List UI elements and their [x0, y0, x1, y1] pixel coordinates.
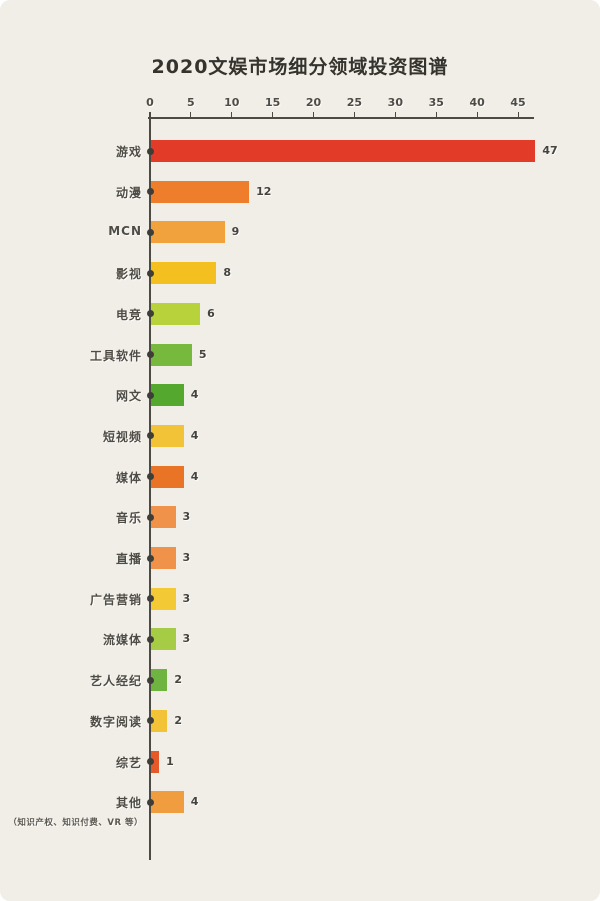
x-axis-tick-label: 20	[305, 96, 322, 109]
x-axis-tick-label: 0	[146, 96, 154, 109]
category-label: 网文	[115, 389, 142, 404]
category-label: 音乐	[115, 511, 142, 526]
axis-dot	[146, 513, 154, 521]
bar	[151, 750, 160, 773]
category-label: 流媒体	[102, 633, 142, 648]
axis-dot	[146, 717, 154, 725]
bar-value-label: 6	[207, 306, 215, 320]
category-label: 艺人经纪	[89, 674, 142, 689]
bar	[151, 628, 176, 651]
bar	[151, 547, 176, 569]
x-axis-tick-label: 35	[428, 96, 444, 109]
x-axis-tick	[353, 112, 355, 117]
x-axis-tick-label: 30	[387, 96, 403, 109]
bar	[151, 506, 176, 529]
axis-dot	[146, 473, 154, 481]
bar-value-label: 12	[256, 184, 272, 198]
axis-dot	[146, 269, 154, 277]
axis-dot	[146, 188, 154, 196]
bar	[151, 343, 192, 366]
bar-value-label: 3	[182, 632, 191, 646]
category-label: 短视频	[102, 429, 142, 444]
axis-dot	[146, 432, 154, 440]
x-axis-line	[148, 117, 534, 119]
bar	[151, 140, 536, 162]
bar	[151, 262, 217, 285]
axis-dot	[146, 595, 154, 603]
x-axis-tick-label: 45	[510, 96, 526, 109]
bar-value-label: 1	[166, 754, 174, 768]
bar-value-label: 9	[231, 225, 240, 239]
bar-value-label: 3	[182, 510, 191, 524]
bar-value-label: 4	[190, 428, 199, 442]
x-axis-tick	[231, 112, 233, 117]
category-label: MCN	[108, 224, 142, 239]
bar	[151, 669, 168, 692]
x-axis-tick-label: 15	[265, 96, 281, 109]
category-label: 数字阅读	[89, 714, 142, 729]
bar-value-label: 2	[174, 713, 182, 727]
bar-value-label: 47	[542, 144, 558, 157]
bar-value-label: 4	[190, 795, 199, 809]
bar-value-label: 5	[198, 347, 207, 361]
x-axis-tick-label: 40	[469, 96, 485, 109]
x-axis-tick-label: 10	[224, 96, 240, 109]
axis-dot	[146, 147, 154, 155]
bar	[151, 709, 168, 732]
category-label: 影视	[115, 267, 142, 282]
axis-dot	[146, 228, 154, 236]
bar-value-label: 4	[190, 388, 199, 402]
axis-dot	[146, 676, 154, 684]
bar	[151, 221, 225, 244]
bar-value-label: 3	[182, 591, 191, 605]
bar-value-label: 2	[174, 673, 182, 687]
bar	[151, 465, 184, 488]
bar-value-label: 8	[223, 266, 232, 280]
bar-value-label: 4	[190, 469, 199, 483]
bar	[151, 302, 201, 325]
axis-dot	[146, 554, 154, 562]
axis-dot	[146, 635, 154, 643]
x-axis-tick	[149, 112, 151, 117]
axis-dot	[146, 310, 154, 318]
x-axis-tick	[272, 112, 274, 117]
x-axis-tick	[517, 112, 519, 117]
x-axis-tick-label: 5	[187, 96, 195, 109]
category-label: 综艺	[115, 755, 142, 770]
category-label: 工具软件	[89, 348, 142, 363]
x-axis-tick-label: 25	[346, 96, 363, 109]
axis-dot	[146, 758, 154, 765]
axis-dot	[146, 351, 154, 358]
bar-value-label: 3	[182, 551, 191, 564]
bar	[151, 587, 176, 610]
chart-title: 2020文娱市场细分领域投资图谱	[151, 56, 449, 78]
axis-dot	[146, 798, 154, 806]
axis-dot	[146, 391, 154, 399]
bar	[151, 791, 184, 814]
x-axis-tick	[435, 112, 437, 117]
y-axis-line	[149, 112, 151, 860]
category-label: 其他	[115, 796, 142, 811]
category-label: 直播	[115, 552, 142, 566]
x-axis-tick	[313, 112, 315, 117]
x-axis-tick	[476, 112, 478, 117]
bar	[151, 180, 250, 203]
bar	[151, 384, 184, 407]
bar	[151, 424, 184, 447]
x-axis-tick	[394, 112, 396, 117]
category-label: 媒体	[115, 470, 142, 485]
category-label: 电竞	[115, 307, 142, 322]
x-axis-tick	[190, 112, 192, 117]
footnote: （知识产权、知识付费、VR 等）	[8, 818, 143, 828]
category-label: 动漫	[115, 185, 142, 200]
category-label: 游戏	[115, 145, 142, 159]
category-label: 广告营销	[89, 592, 142, 607]
